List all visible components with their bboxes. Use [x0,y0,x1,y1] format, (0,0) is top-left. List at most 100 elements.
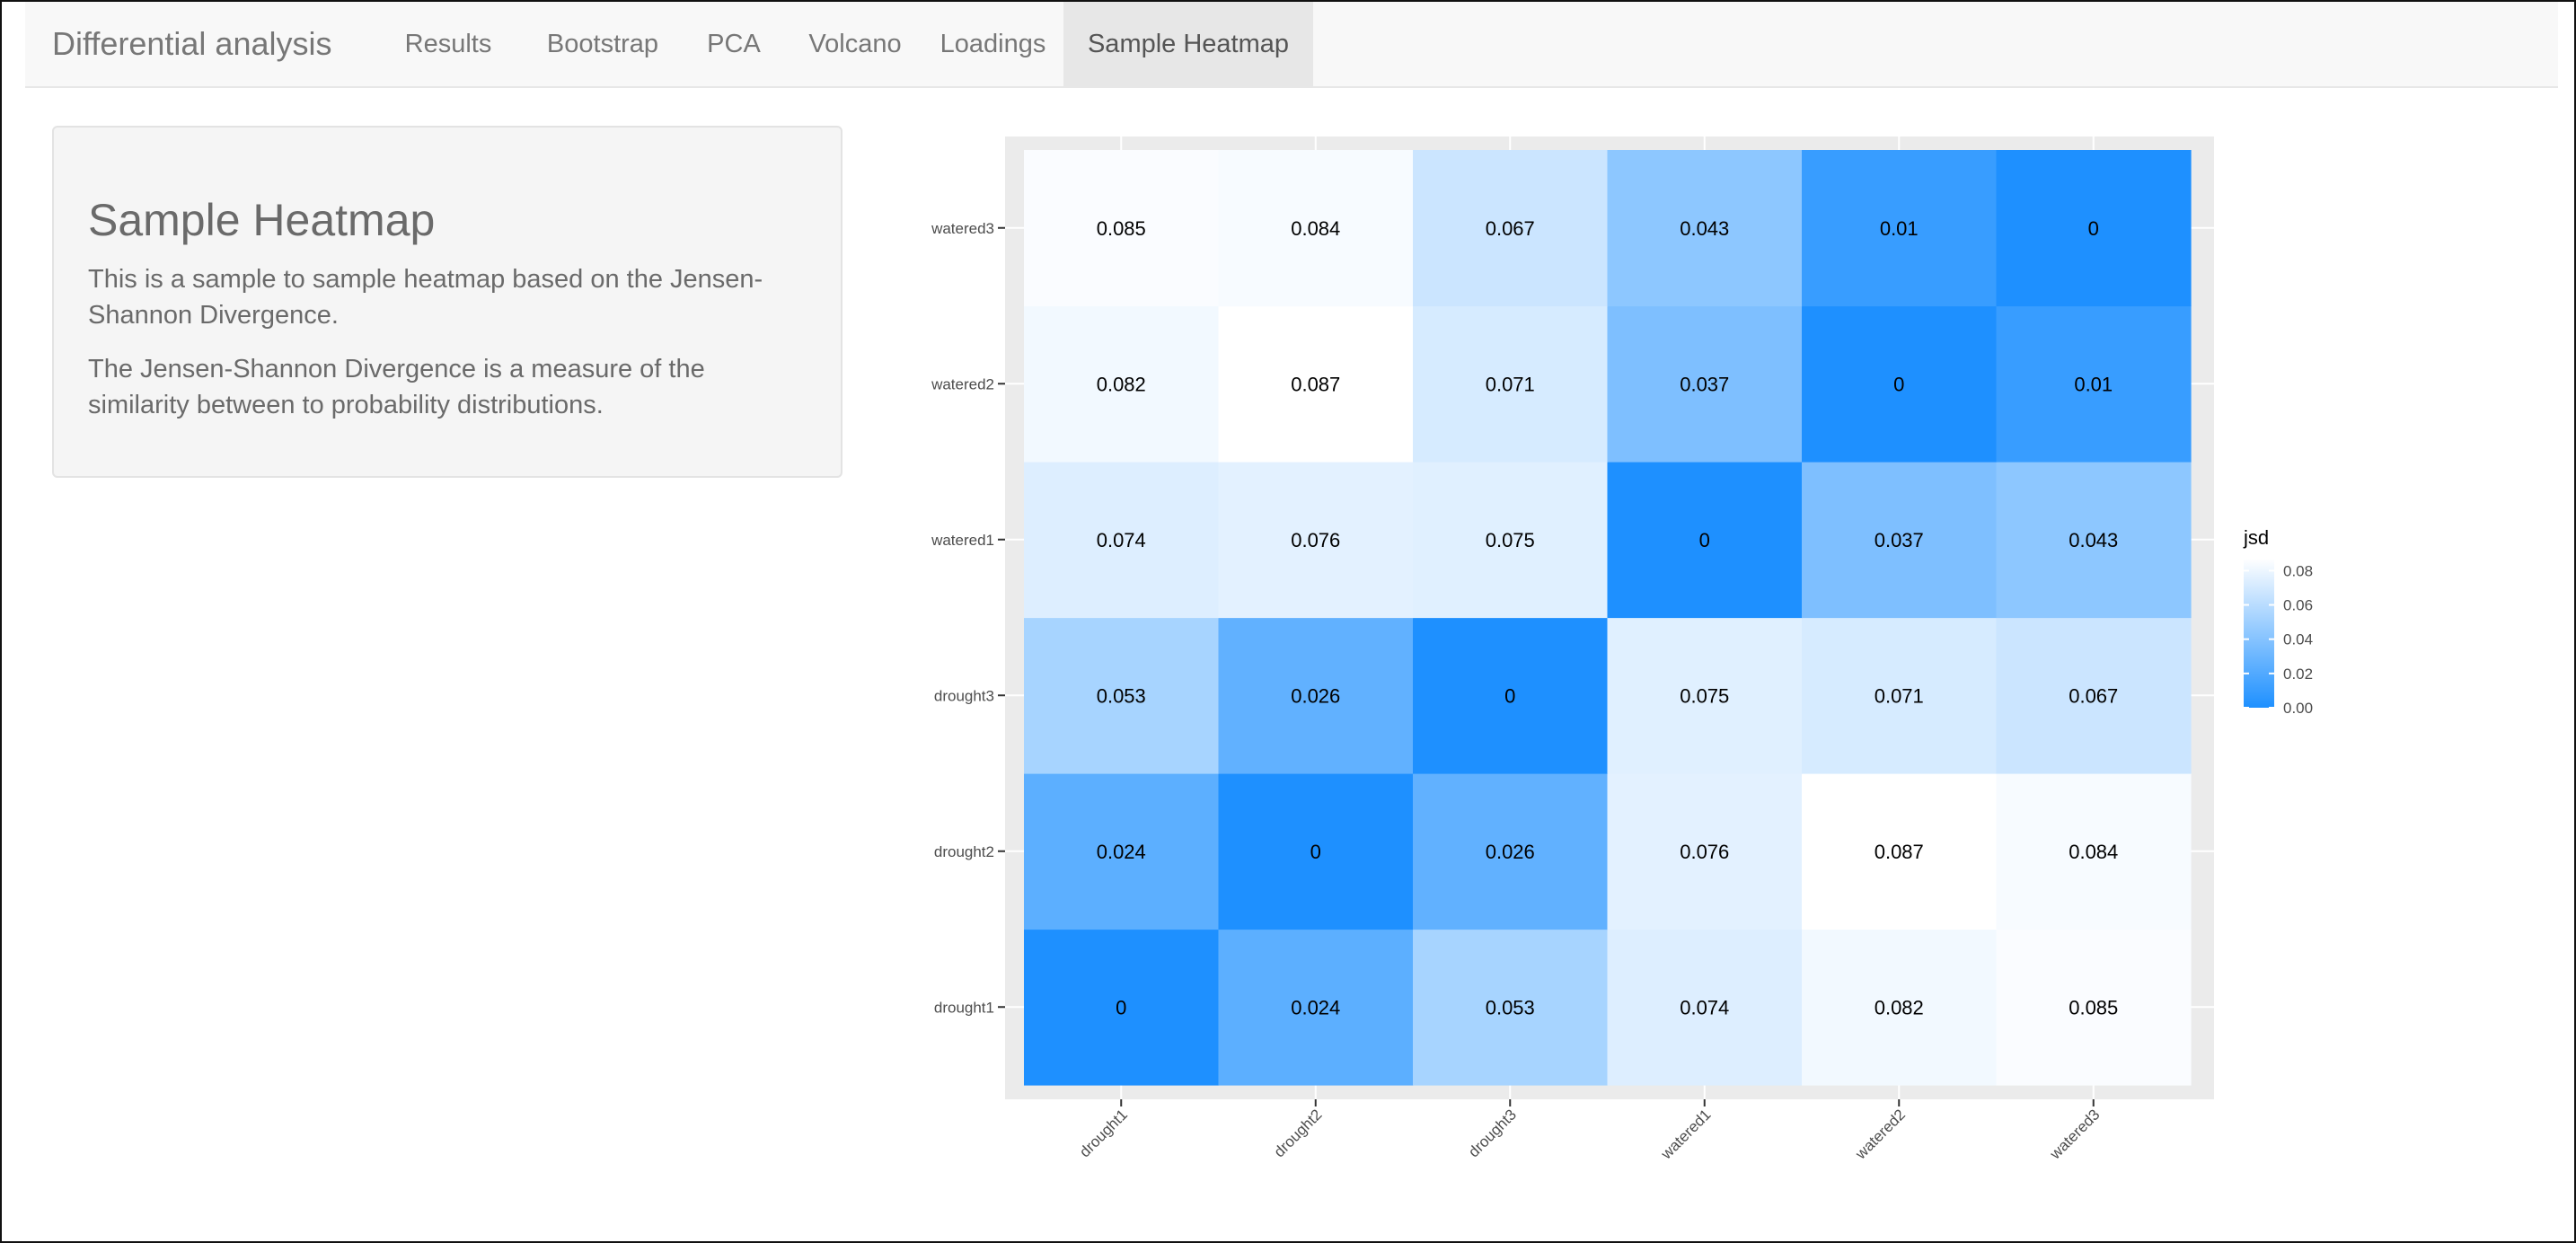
heatmap-tile-watered1-watered3 [1607,150,1803,307]
heatmap-cell-label: 0.074 [1680,996,1729,1018]
heatmap-cell-label: 0.084 [1291,217,1340,240]
heatmap-cell-label: 0 [1310,841,1321,863]
legend-tick-label: 0.08 [2283,562,2313,579]
heatmap-tile-drought1-watered1 [1024,462,1220,619]
x-tick-label-watered3: watered3 [2046,1106,2104,1163]
sidebar-panel: Sample Heatmap This is a sample to sampl… [52,126,842,478]
heatmap-cell-label: 0.067 [1486,217,1535,240]
heatmap-tile-watered3-drought3 [1996,617,2192,774]
x-tick-label-drought3: drought3 [1465,1106,1520,1160]
x-axis: drought1 drought2 drought3 watered1 watered2… [1076,1099,2104,1163]
heatmap-tile-drought2-drought2 [1218,773,1414,930]
heatmap-cell-label: 0 [1699,529,1710,551]
heatmap-cell-label: 0 [1504,684,1515,707]
heatmap-cell-label: 0 [1893,373,1904,395]
heatmap-cell-label: 0.085 [2069,996,2118,1018]
heatmap-tile-watered1-watered1 [1607,462,1803,619]
heatmap-tile-drought3-watered2 [1413,305,1609,463]
color-legend: jsd 0.00 0.02 0.04 0.06 0.08 [2243,526,2313,717]
y-tick-label-watered2: watered2 [931,375,994,392]
heatmap-cell-label: 0.075 [1486,529,1535,551]
heatmap-tile-watered2-watered1 [1802,462,1998,619]
heatmap-cell-label: 0.087 [1875,841,1924,863]
heatmap-tile-drought1-watered3 [1024,150,1220,307]
heatmap-tile-watered3-drought1 [1996,929,2192,1086]
x-tick-label-watered2: watered2 [1851,1106,1909,1163]
heatmap-cell-label: 0.071 [1486,373,1535,395]
heatmap-cell-label: 0.026 [1486,841,1535,863]
sidebar-title: Sample Heatmap [88,195,436,245]
tab-bootstrap[interactable]: Bootstrap [546,30,659,58]
heatmap-cell-label: 0.037 [1875,529,1924,551]
legend-tick-label: 0.02 [2283,666,2313,683]
x-tick-label-drought1: drought1 [1076,1106,1131,1160]
tab-pca[interactable]: PCA [707,30,761,58]
y-tick-label-drought2: drought2 [934,843,994,860]
navbar: Differential analysis Results Bootstrap … [25,2,2558,88]
y-tick-label-drought1: drought1 [934,999,994,1016]
heatmap-cell-label: 0.026 [1291,684,1340,707]
heatmap-tile-drought3-drought1 [1413,929,1609,1086]
tab-loadings[interactable]: Loadings [940,30,1046,58]
legend-tick-label: 0.06 [2283,597,2313,614]
heatmap-cell-label: 0.074 [1097,529,1146,551]
heatmap-tile-watered3-watered3 [1996,150,2192,307]
heatmap-cell-label: 0.071 [1875,684,1924,707]
heatmap-cell-label: 0.01 [1880,217,1919,240]
heatmap-cell-label: 0.024 [1291,996,1340,1018]
y-tick-label-drought3: drought3 [934,687,994,704]
heatmap-tile-watered2-drought2 [1802,773,1998,930]
heatmap-tiles [1024,150,2192,1086]
sidebar-jsd-definition: The Jensen-Shannon Divergence is a measu… [88,355,705,419]
x-tick-label-watered1: watered1 [1657,1106,1715,1163]
tab-volcano[interactable]: Volcano [808,30,902,58]
heatmap-tile-watered3-watered1 [1996,462,2192,619]
tab-results[interactable]: Results [404,30,492,58]
heatmap-tile-drought3-drought3 [1413,617,1609,774]
heatmap-tile-drought2-watered3 [1218,150,1414,307]
heatmap-cell-label: 0.043 [2069,529,2118,551]
heatmap-tile-drought3-drought2 [1413,773,1609,930]
sidebar-description: This is a sample to sample heatmap based… [88,265,763,330]
legend-title: jsd [2243,526,2269,549]
heatmap-tile-watered1-drought2 [1607,773,1803,930]
heatmap-tile-drought2-watered1 [1218,462,1414,619]
heatmap-cell-label: 0.082 [1097,373,1146,395]
heatmap-tile-watered3-drought2 [1996,773,2192,930]
heatmap-cell-label: 0 [2088,217,2099,240]
heatmap-cell-label: 0.053 [1486,996,1535,1018]
heatmap-cell-label: 0.043 [1680,217,1729,240]
heatmap-tile-drought2-watered2 [1218,305,1414,463]
heatmap-tile-drought2-drought1 [1218,929,1414,1086]
y-tick-label-watered1: watered1 [931,532,994,549]
heatmap-cell-label: 0.085 [1097,217,1146,240]
heatmap-cell-label: 0.067 [2069,684,2118,707]
heatmap-cell-label: 0.075 [1680,684,1729,707]
heatmap-cell-label: 0.084 [2069,841,2118,863]
heatmap-cell-label: 0 [1116,996,1126,1018]
heatmap-cell-label: 0.01 [2074,373,2113,395]
legend-tick-label: 0.04 [2283,631,2313,648]
heatmap-tile-drought1-drought1 [1024,929,1220,1086]
legend-colorbar [2244,559,2274,708]
legend-tick-label: 0.00 [2283,700,2313,717]
heatmap-tile-drought3-watered1 [1413,462,1609,619]
heatmap-cell-labels: 0 0.024 0.053 0.074 0.082 0.085 0.024 0 0.026 0.0… [1097,217,2119,1019]
tab-sample-heatmap[interactable]: Sample Heatmap [1063,2,1313,88]
heatmap-tile-drought2-drought3 [1218,617,1414,774]
y-tick-label-watered3: watered3 [931,220,994,237]
heatmap-cell-label: 0.087 [1291,373,1340,395]
heatmap-tile-watered2-drought1 [1802,929,1998,1086]
navbar-brand[interactable]: Differential analysis [52,25,332,62]
heatmap-tile-watered2-watered2 [1802,305,1998,463]
heatmap-cell-label: 0.053 [1097,684,1146,707]
heatmap-tile-drought1-drought2 [1024,773,1220,930]
heatmap-tile-watered1-drought3 [1607,617,1803,774]
heatmap-tile-watered2-drought3 [1802,617,1998,774]
heatmap-tile-drought3-watered3 [1413,150,1609,307]
heatmap-cell-label: 0.024 [1097,841,1146,863]
x-tick-label-drought2: drought2 [1271,1106,1326,1160]
heatmap-cell-label: 0.037 [1680,373,1729,395]
